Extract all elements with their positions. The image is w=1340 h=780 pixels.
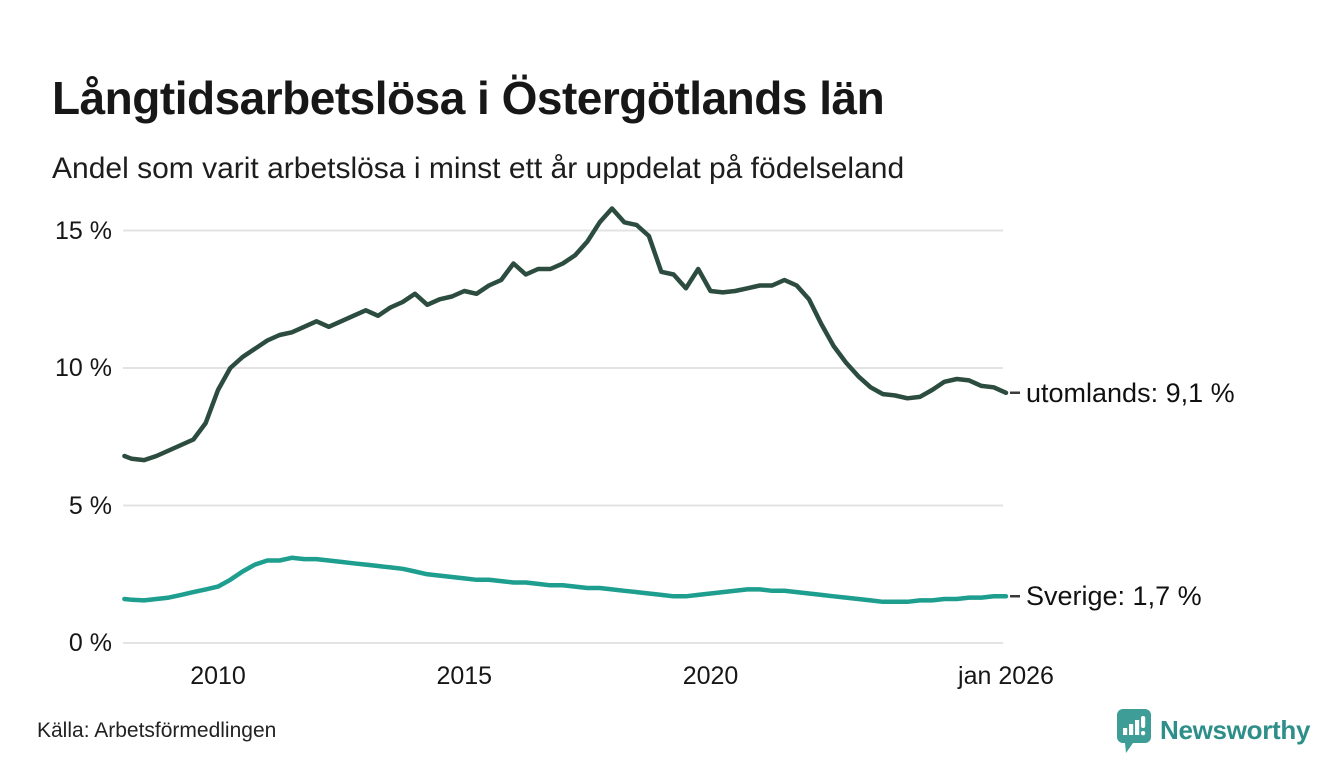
x-tick-label: 2020 — [682, 662, 739, 690]
source-note: Källa: Arbetsförmedlingen — [37, 719, 277, 742]
page-title: Långtidsarbetslösa i Östergötlands län — [52, 71, 885, 124]
y-tick-label: 5 % — [68, 491, 112, 520]
series-line-utomlands — [122, 206, 1009, 463]
series-line-sverige — [122, 555, 1009, 605]
y-tick-label: 0 % — [68, 629, 112, 657]
newsworthy-logo[interactable]: Newsworthy — [1116, 708, 1310, 758]
newsworthy-wordmark: Newsworthy — [1160, 715, 1311, 745]
series-end-label-utomlands: utomlands: 9,1 % — [1026, 377, 1235, 408]
x-tick-label: 2010 — [190, 662, 246, 690]
y-tick-label: 10 % — [55, 354, 112, 382]
x-tick-label: jan 2026 — [958, 662, 1054, 690]
x-tick-label: 2015 — [436, 662, 493, 690]
newsworthy-bar-chart-bubble-icon — [1117, 709, 1151, 753]
series-end-label-sverige: Sverige: 1,7 % — [1026, 581, 1202, 612]
y-tick-label: 15 % — [55, 216, 112, 245]
page-subtitle: Andel som varit arbetslösa i minst ett å… — [52, 152, 905, 185]
